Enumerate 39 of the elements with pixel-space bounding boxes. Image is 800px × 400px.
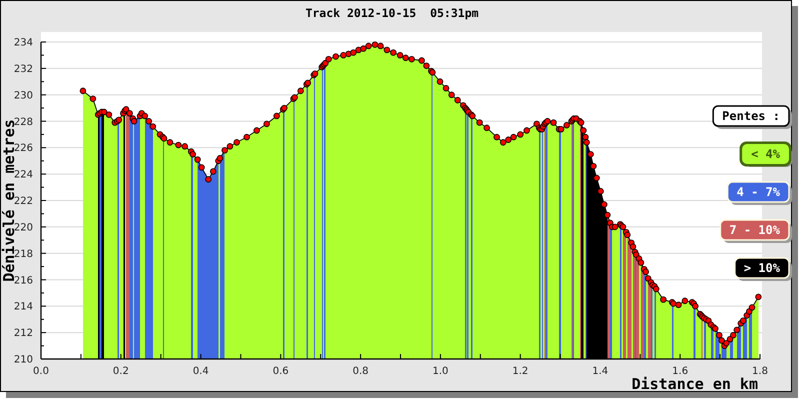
text: 4 - 7% (736, 185, 781, 199)
y-tick-label: 216 (14, 275, 33, 286)
y-tick-label: 234 (14, 38, 33, 48)
legend-title: Pentes : (722, 109, 780, 123)
x-tick-label: 0.2 (112, 366, 129, 377)
y-tick-label: 218 (14, 248, 33, 260)
x-tick-label: 1.0 (432, 366, 448, 377)
point (601, 201, 608, 208)
y-tick-label: 224 (14, 170, 33, 181)
x-tick-label: 1.8 (752, 366, 768, 377)
y-tick-label: 228 (14, 116, 33, 128)
x-tick-label: 0.0 (33, 366, 49, 377)
text: 7 - 10% (729, 223, 781, 237)
y-tick-label: 220 (14, 222, 33, 234)
x-tick-label: 1.4 (592, 366, 608, 377)
text: < 4% (751, 147, 781, 161)
y-tick-label: 226 (14, 143, 33, 154)
y-tick-label: 230 (14, 90, 33, 102)
x-tick-label: 0.4 (192, 366, 209, 377)
chart-title: Track 2012-10-15 05:31pm (305, 6, 479, 20)
x-tick-label: 1.6 (672, 366, 688, 377)
point (580, 127, 587, 134)
point (100, 108, 108, 116)
x-tick-label: 0.8 (352, 366, 369, 377)
point (583, 139, 590, 146)
text: > 10% (744, 261, 781, 275)
point (593, 174, 600, 182)
x-tick-label: 1.2 (512, 366, 528, 377)
point (604, 212, 611, 218)
point (587, 151, 594, 158)
y-tick-label: 222 (14, 196, 33, 207)
x-axis-title: Distance en km (632, 375, 758, 393)
x-tick-label: 0.6 (272, 366, 289, 377)
y-tick-label: 212 (14, 328, 33, 340)
y-tick-label: 214 (14, 302, 33, 313)
y-tick-label: 232 (14, 64, 33, 75)
point (597, 188, 604, 194)
y-tick-label: 210 (14, 354, 33, 366)
point (590, 162, 597, 170)
